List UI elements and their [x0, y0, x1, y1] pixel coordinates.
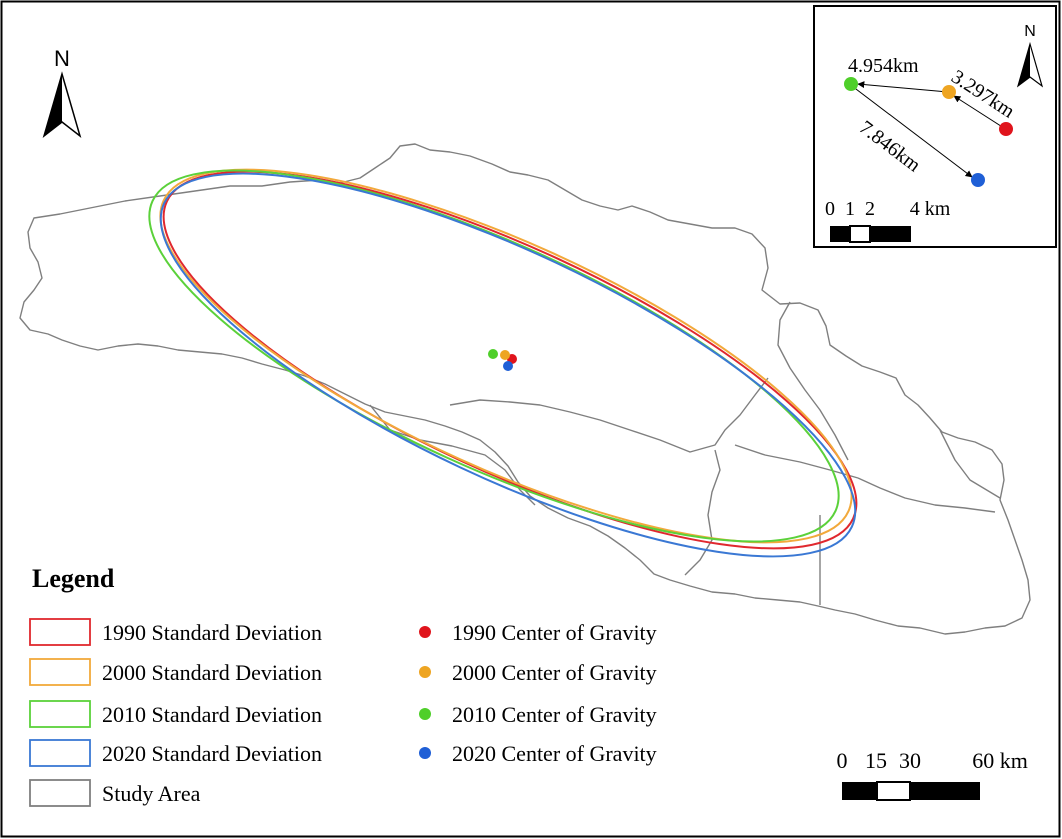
study-area-internal-boundary-7	[857, 477, 996, 513]
centers-of-gravity	[488, 349, 517, 371]
inset-scale-seg-1	[830, 226, 850, 242]
legend-dot-2010-cog	[419, 708, 431, 720]
inset-arrow-1990-2000	[953, 95, 1005, 129]
center-2000	[500, 350, 510, 360]
inset-frame	[813, 5, 1057, 248]
legend-label-1990-sd: 1990 Standard Deviation	[102, 620, 322, 645]
legend-swatch-2000-sd	[29, 658, 91, 686]
legend-label-1990-cog: 1990 Center of Gravity	[452, 620, 657, 645]
legend-item-2000-cog: 2000 Center of Gravity	[419, 660, 657, 685]
inset-scale-seg-3	[870, 226, 911, 242]
legend-item-2010-sd: 2010 Standard Deviation	[29, 700, 322, 728]
inset-scale-label-2: 2	[865, 198, 875, 220]
inset-center-1990	[999, 122, 1013, 136]
scale-bar: 0 15 30 60 km	[837, 748, 1028, 801]
ellipse-2020	[159, 172, 857, 558]
inset-center-2000	[942, 85, 956, 99]
legend-swatch-1990-sd	[29, 618, 91, 646]
legend-label-2000-cog: 2000 Center of Gravity	[452, 660, 657, 685]
inset-arrow-2010-2020	[851, 85, 973, 178]
north-arrow: N	[42, 46, 82, 139]
legend-dot-1990-cog	[419, 626, 431, 638]
study-area-outline	[19, 143, 1031, 635]
legend-label-2020-sd: 2020 Standard Deviation	[102, 741, 322, 766]
legend-label-2000-sd: 2000 Standard Deviation	[102, 660, 322, 685]
legend-title: Legend	[32, 564, 115, 593]
legend-label-2010-cog: 2010 Center of Gravity	[452, 702, 657, 727]
center-2010	[488, 349, 498, 359]
inset-scale-seg-2	[849, 225, 871, 243]
inset-scale-label-0: 0	[825, 198, 835, 220]
inset-distance-4954: 4.954km	[848, 55, 919, 77]
center-2020	[503, 361, 513, 371]
legend-item-1990-sd: 1990 Standard Deviation	[29, 618, 322, 646]
legend-dot-2000-cog	[419, 666, 431, 678]
legend-item-1990-cog: 1990 Center of Gravity	[419, 620, 657, 645]
legend-label-2010-sd: 2010 Standard Deviation	[102, 702, 322, 727]
inset-center-2010	[844, 77, 858, 91]
study-area-internal-boundary-2	[684, 449, 721, 576]
study-area-internal-boundary-4	[777, 301, 849, 461]
legend-item-2020-sd: 2020 Standard Deviation	[29, 739, 322, 767]
scale-label-60: 60 km	[972, 748, 1028, 773]
north-arrow-fill	[44, 74, 62, 136]
legend-item-2010-cog: 2010 Center of Gravity	[419, 702, 657, 727]
inset-scale-label-1: 1	[845, 198, 855, 220]
ellipse-2000	[159, 168, 853, 544]
legend-item-2000-sd: 2000 Standard Deviation	[29, 658, 322, 686]
legend: Legend 1990 Standard Deviation 2000 Stan…	[29, 564, 657, 807]
study-area-internal-boundary-3	[734, 444, 859, 479]
inset-north-arrow: N	[1016, 23, 1044, 88]
inset-scale-bar: 0 1 2 4 km	[825, 198, 951, 243]
scale-seg-1	[842, 782, 877, 800]
legend-label-study-area: Study Area	[102, 781, 201, 806]
inset-panel: N 4.954km 3.297km 7.846km 0 1 2 4 km	[813, 5, 1057, 248]
legend-swatch-2010-sd	[29, 700, 91, 728]
inset-north-letter: N	[1024, 23, 1036, 40]
scale-label-30: 30	[899, 748, 921, 773]
inset-scale-label-4: 4 km	[910, 198, 951, 220]
scale-seg-2	[876, 781, 911, 801]
inset-arrow-2000-2010	[857, 81, 949, 93]
inset-north-arrow-fill	[1018, 44, 1030, 86]
legend-swatch-study-area	[29, 779, 91, 807]
inset-center-2020	[971, 173, 985, 187]
ellipse-2010	[148, 169, 840, 543]
standard-deviation-ellipses	[148, 168, 858, 558]
legend-item-2020-cog: 2020 Center of Gravity	[419, 741, 657, 766]
legend-label-2020-cog: 2020 Center of Gravity	[452, 741, 657, 766]
legend-item-study-area: Study Area	[29, 779, 201, 807]
legend-dot-2020-cog	[419, 747, 431, 759]
legend-swatch-2020-sd	[29, 739, 91, 767]
study-area-internal-boundary-6	[939, 429, 1001, 499]
scale-label-15: 15	[865, 748, 887, 773]
scale-label-0: 0	[837, 748, 848, 773]
study-area-internal-boundary-1	[449, 377, 769, 453]
scale-seg-3	[910, 782, 980, 800]
north-letter: N	[54, 46, 70, 71]
